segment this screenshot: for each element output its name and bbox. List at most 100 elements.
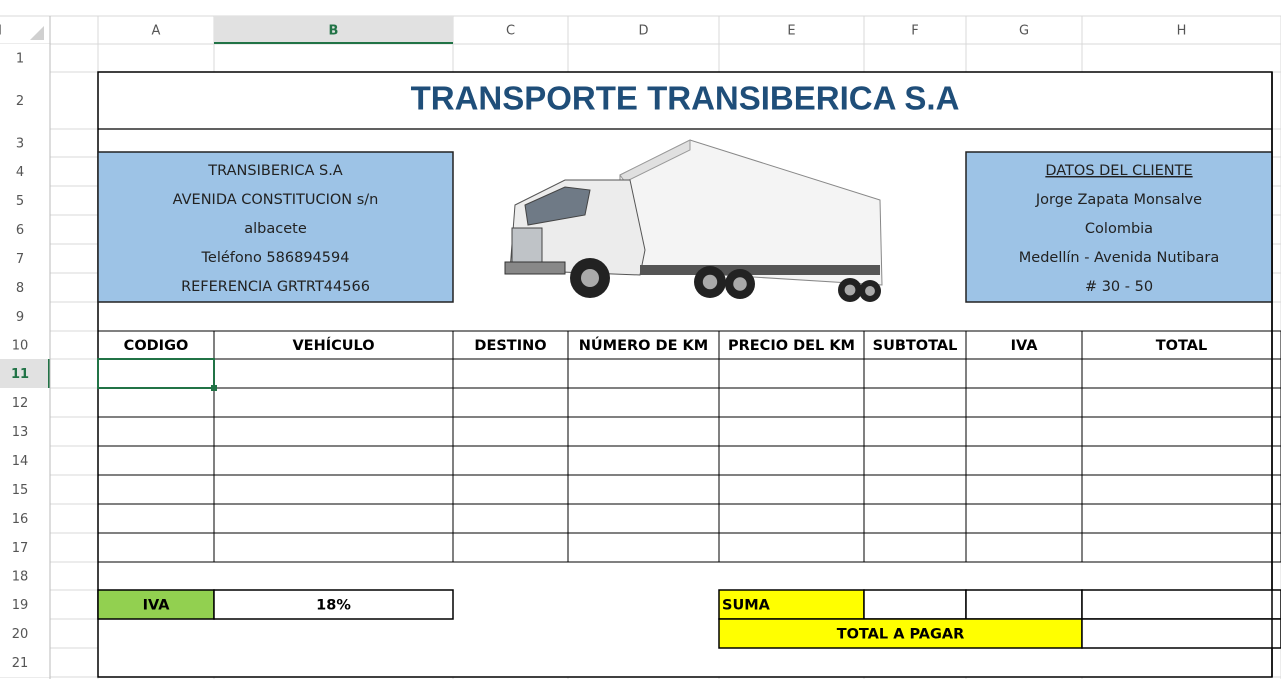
row-header-bg[interactable]: [0, 244, 50, 273]
total-label: TOTAL A PAGAR: [837, 627, 965, 643]
iva-rate-cell[interactable]: [213, 589, 454, 620]
company-line: REFERENCIA GRTRT44566: [181, 279, 370, 295]
hub: [865, 286, 875, 296]
column-header[interactable]: C: [506, 24, 515, 39]
row-header[interactable]: 16: [12, 512, 29, 527]
column-header[interactable]: B: [329, 24, 339, 39]
row-header[interactable]: 6: [16, 223, 24, 238]
company-line: Teléfono 586894594: [201, 250, 350, 266]
row-header[interactable]: 18: [12, 570, 29, 585]
row-header-bg[interactable]: [0, 157, 50, 186]
column-header[interactable]: F: [911, 24, 918, 39]
column-header[interactable]: I: [0, 24, 2, 39]
row-header-bg[interactable]: [0, 533, 50, 562]
table-header: SUBTOTAL: [873, 338, 958, 354]
suma-h-cell[interactable]: [965, 589, 1083, 620]
table-header: DESTINO: [474, 338, 546, 354]
client-line: Medellín - Avenida Nutibara: [1019, 250, 1219, 266]
row-header-bg[interactable]: [0, 417, 50, 446]
row-header[interactable]: 10: [12, 339, 29, 354]
table-header: VEHÍCULO: [292, 337, 374, 354]
form: TRANSPORTE TRANSIBERICA S.A TRANSIBERICA …: [97, 71, 1281, 678]
client-line: Colombia: [1085, 221, 1153, 237]
column-header[interactable]: G: [1019, 24, 1029, 39]
row-header[interactable]: 4: [16, 165, 24, 180]
title: TRANSPORTE TRANSIBERICA S.A: [411, 80, 960, 117]
table-header: TOTAL: [1156, 338, 1207, 354]
company-line: AVENIDA CONSTITUCION s/n: [173, 192, 379, 208]
row-header-bg[interactable]: [0, 215, 50, 244]
row-header[interactable]: 13: [12, 425, 29, 440]
row-header-bg[interactable]: [0, 446, 50, 475]
row-header[interactable]: 2: [16, 94, 24, 109]
row-header-bg[interactable]: [0, 388, 50, 417]
row-header[interactable]: 12: [12, 396, 29, 411]
row-header[interactable]: 8: [16, 281, 24, 296]
client-line: DATOS DEL CLIENTE: [1045, 163, 1192, 179]
bumper: [504, 261, 566, 275]
hub: [733, 277, 747, 291]
row-header-bg[interactable]: [0, 359, 50, 388]
client-box: [965, 151, 1273, 303]
row-header-bg[interactable]: [0, 590, 50, 619]
truck-image: [504, 139, 883, 302]
suma-g-cell[interactable]: [863, 589, 967, 620]
hub: [702, 274, 718, 290]
row-header-bg[interactable]: [0, 504, 50, 533]
iva-label-cell[interactable]: [97, 589, 215, 620]
select-all[interactable]: [30, 26, 44, 40]
row-header-bg[interactable]: [0, 44, 50, 72]
column-header-selected[interactable]: [214, 16, 453, 44]
row-header[interactable]: 1: [16, 52, 24, 67]
table-cell[interactable]: [1081, 532, 1281, 563]
suma-label: SUMA: [722, 598, 771, 614]
row-header[interactable]: 17: [12, 541, 29, 556]
row-header[interactable]: 11: [11, 367, 29, 382]
row-header-bg[interactable]: [0, 475, 50, 504]
row-header[interactable]: 21: [12, 656, 29, 671]
row-header[interactable]: 19: [12, 598, 29, 613]
hub: [581, 269, 599, 287]
row-header[interactable]: 20: [12, 627, 29, 642]
column-header[interactable]: H: [1177, 24, 1187, 39]
chassis: [640, 265, 880, 275]
row-header-bg[interactable]: [0, 648, 50, 677]
windshield: [524, 186, 591, 226]
iva-label: IVA: [143, 598, 171, 614]
fill-handle: [211, 385, 217, 391]
client-line: Jorge Zapata Monsalve: [1035, 192, 1202, 208]
company-line: albacete: [244, 221, 307, 237]
row-header-bg[interactable]: [0, 129, 50, 157]
column-header[interactable]: E: [787, 24, 795, 39]
company-line: TRANSIBERICA S.A: [207, 163, 343, 179]
active-cell[interactable]: [97, 358, 215, 389]
row-header[interactable]: 7: [16, 252, 24, 267]
total-value-cell[interactable]: [1081, 618, 1281, 649]
row-header-bg[interactable]: [0, 72, 50, 129]
row-header-bg[interactable]: [0, 186, 50, 215]
column-header[interactable]: A: [152, 24, 161, 39]
row-header-bg[interactable]: [0, 331, 50, 359]
row-header[interactable]: 9: [16, 310, 24, 325]
company-box: [97, 151, 454, 303]
table-header: PRECIO DEL KM: [728, 338, 855, 354]
row-header[interactable]: 15: [12, 483, 29, 498]
row-header-bg[interactable]: [0, 302, 50, 331]
row-header-bg[interactable]: [0, 619, 50, 648]
row-header-bg[interactable]: [0, 273, 50, 302]
suma-label-cell[interactable]: [718, 589, 865, 620]
grille: [511, 227, 543, 264]
table-header: CODIGO: [124, 338, 189, 354]
row-header[interactable]: 5: [16, 194, 24, 209]
table-header: NÚMERO DE KM: [579, 336, 708, 354]
hub: [844, 284, 856, 296]
row-header-bg[interactable]: [0, 562, 50, 590]
column-header[interactable]: D: [638, 24, 648, 39]
table-header: IVA: [1011, 338, 1039, 354]
suma-total-cell[interactable]: [1081, 589, 1281, 620]
row-header[interactable]: 14: [12, 454, 29, 469]
iva-rate: 18%: [316, 598, 351, 614]
row-header[interactable]: 3: [16, 137, 24, 152]
